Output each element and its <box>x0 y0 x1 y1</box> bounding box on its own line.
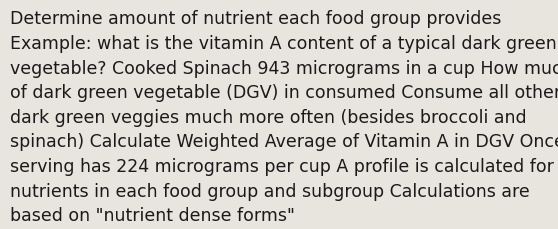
Text: vegetable? Cooked Spinach 943 micrograms in a cup How much: vegetable? Cooked Spinach 943 micrograms… <box>10 59 558 77</box>
Text: nutrients in each food group and subgroup Calculations are: nutrients in each food group and subgrou… <box>10 182 530 200</box>
Text: of dark green vegetable (DGV) in consumed Consume all other: of dark green vegetable (DGV) in consume… <box>10 84 558 102</box>
Text: spinach) Calculate Weighted Average of Vitamin A in DGV Once: spinach) Calculate Weighted Average of V… <box>10 133 558 151</box>
Text: based on "nutrient dense forms": based on "nutrient dense forms" <box>10 206 295 224</box>
Text: dark green veggies much more often (besides broccoli and: dark green veggies much more often (besi… <box>10 108 527 126</box>
Text: Determine amount of nutrient each food group provides: Determine amount of nutrient each food g… <box>10 10 502 28</box>
Text: Example: what is the vitamin A content of a typical dark green: Example: what is the vitamin A content o… <box>10 35 557 53</box>
Text: serving has 224 micrograms per cup A profile is calculated for all: serving has 224 micrograms per cup A pro… <box>10 157 558 175</box>
